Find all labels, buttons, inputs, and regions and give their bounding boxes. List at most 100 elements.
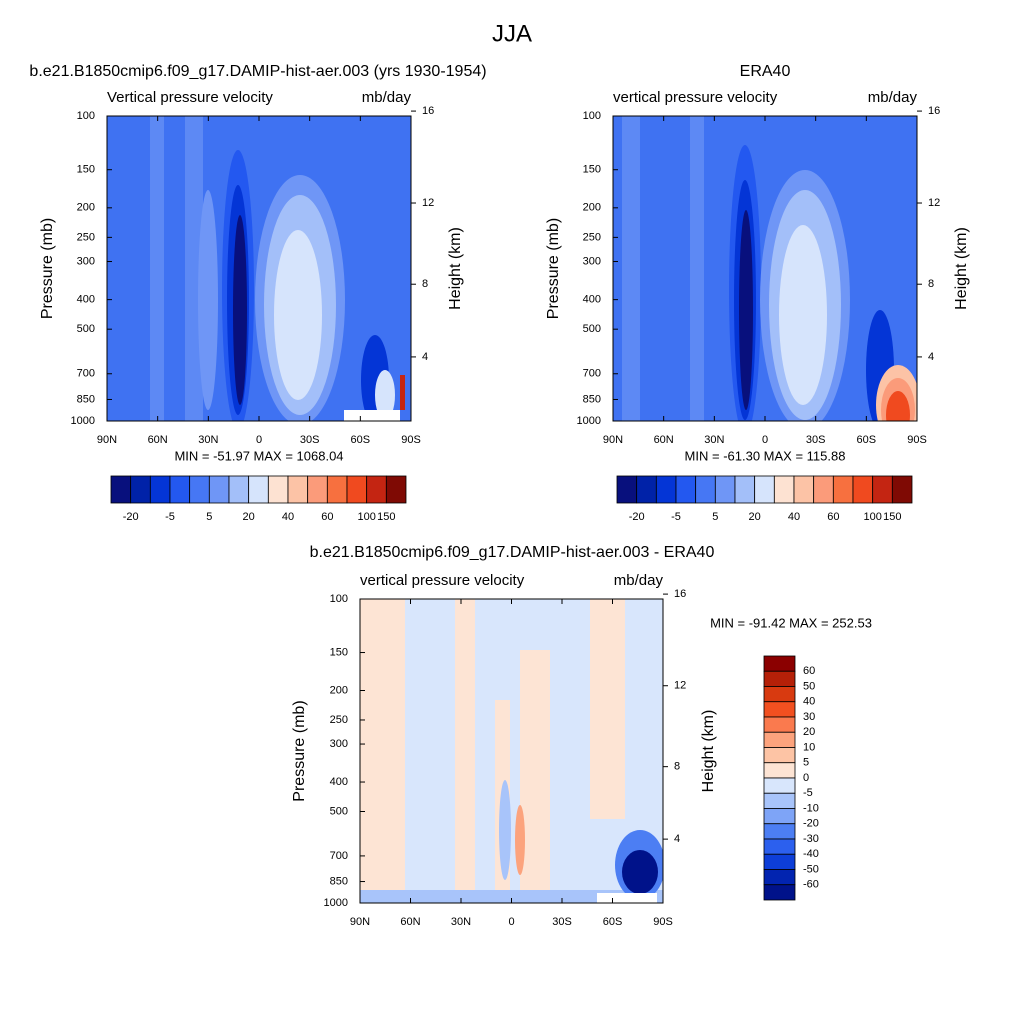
y-axis-label: Pressure (mb) bbox=[545, 218, 562, 319]
x-tick-label: 60N bbox=[654, 434, 674, 446]
x-tick-label: 60S bbox=[857, 434, 877, 446]
colorbar-box bbox=[675, 475, 697, 504]
x-tick-label: 90S bbox=[653, 916, 673, 928]
colorbar-box bbox=[773, 475, 795, 504]
colorbar-label: 20 bbox=[803, 726, 815, 738]
y2-tick-label: 4 bbox=[422, 351, 428, 363]
x-tick-label: 30N bbox=[451, 916, 471, 928]
y2-tick-label: 12 bbox=[928, 197, 940, 209]
y-tick-label: 700 bbox=[330, 850, 348, 862]
min-max-annotation: MIN = -91.42 MAX = 252.53 bbox=[710, 615, 872, 630]
y2-axis-label: Height (km) bbox=[953, 227, 970, 310]
colorbar-box bbox=[248, 475, 269, 504]
x-tick-label: 60S bbox=[351, 434, 371, 446]
y-tick-label: 100 bbox=[77, 110, 95, 122]
colorbar-box bbox=[763, 731, 796, 748]
y2-tick-label: 4 bbox=[928, 351, 934, 363]
y-tick-label: 200 bbox=[330, 684, 348, 696]
x-tick-label: 30S bbox=[806, 434, 826, 446]
colorbar-label: 10 bbox=[803, 741, 815, 753]
colorbar-box bbox=[763, 686, 796, 703]
y2-tick-label: 8 bbox=[674, 761, 680, 773]
colorbar-label: 50 bbox=[803, 680, 815, 692]
colorbar-label: 60 bbox=[827, 511, 839, 523]
colorbar-label: -10 bbox=[803, 802, 819, 814]
colorbar-box bbox=[130, 475, 151, 504]
y-axis-label: Pressure (mb) bbox=[291, 700, 308, 801]
colorbar-box bbox=[763, 777, 796, 794]
y-tick-label: 1000 bbox=[324, 897, 348, 909]
colorbar-label: -50 bbox=[803, 863, 819, 875]
colorbar-label: -20 bbox=[803, 818, 819, 830]
colorbar-box bbox=[763, 823, 796, 840]
colorbar-label: -60 bbox=[803, 879, 819, 891]
colorbar-box bbox=[326, 475, 348, 504]
y-tick-label: 100 bbox=[330, 593, 348, 605]
colorbar-label: -30 bbox=[803, 833, 819, 845]
x-tick-label: 30S bbox=[552, 916, 572, 928]
colorbar-label: 40 bbox=[803, 696, 815, 708]
min-max-annotation: MIN = -61.30 MAX = 115.88 bbox=[685, 448, 846, 463]
y-tick-label: 500 bbox=[77, 323, 95, 335]
colorbar-box bbox=[763, 853, 796, 870]
y-tick-label: 300 bbox=[583, 255, 601, 267]
colorbar-box bbox=[763, 869, 796, 886]
y-tick-label: 250 bbox=[77, 231, 95, 243]
y2-axis-label: Height (km) bbox=[447, 227, 464, 310]
colorbar-box bbox=[793, 475, 815, 504]
min-max-annotation: MIN = -51.97 MAX = 1068.04 bbox=[174, 448, 343, 463]
y-tick-label: 250 bbox=[330, 714, 348, 726]
y2-tick-label: 12 bbox=[422, 197, 434, 209]
colorbar-label: 5 bbox=[712, 511, 718, 523]
colorbar-box bbox=[110, 475, 132, 504]
colorbar-box bbox=[267, 475, 289, 504]
left-label: Vertical pressure velocity bbox=[107, 89, 273, 106]
colorbar-box bbox=[763, 884, 796, 901]
colorbar-box bbox=[763, 808, 796, 825]
y2-tick-label: 8 bbox=[928, 278, 934, 290]
colorbar-box bbox=[763, 838, 796, 855]
colorbar-box bbox=[852, 475, 874, 504]
contour-fill bbox=[360, 599, 663, 903]
x-tick-label: 60N bbox=[400, 916, 420, 928]
y2-tick-label: 16 bbox=[674, 588, 686, 600]
colorbar-label: 150 bbox=[883, 511, 901, 523]
y-tick-label: 500 bbox=[583, 323, 601, 335]
colorbar-label: 30 bbox=[803, 711, 815, 723]
colorbar-box bbox=[366, 475, 387, 504]
x-tick-label: 90S bbox=[401, 434, 421, 446]
colorbar-box bbox=[754, 475, 775, 504]
y-tick-label: 250 bbox=[583, 231, 601, 243]
colorbar-box bbox=[346, 475, 368, 504]
x-tick-label: 0 bbox=[508, 916, 514, 928]
colorbar-label: -5 bbox=[671, 511, 681, 523]
y-axis-label: Pressure (mb) bbox=[39, 218, 56, 319]
y-tick-label: 100 bbox=[583, 110, 601, 122]
colorbar-box bbox=[763, 701, 796, 718]
colorbar-box bbox=[763, 762, 796, 779]
colorbar-label: -5 bbox=[165, 511, 175, 523]
colorbar-box bbox=[616, 475, 638, 504]
colorbar-box bbox=[763, 670, 796, 687]
x-tick-label: 0 bbox=[256, 434, 262, 446]
colorbar-box bbox=[832, 475, 854, 504]
colorbar-box bbox=[385, 475, 407, 504]
y-tick-label: 700 bbox=[77, 368, 95, 380]
y2-tick-label: 8 bbox=[422, 278, 428, 290]
colorbar-box bbox=[655, 475, 677, 504]
figure-title: JJA bbox=[492, 20, 532, 47]
colorbar-label: 60 bbox=[321, 511, 333, 523]
y-tick-label: 300 bbox=[330, 738, 348, 750]
y-tick-label: 850 bbox=[583, 393, 601, 405]
y-tick-label: 150 bbox=[330, 646, 348, 658]
colorbar-box bbox=[287, 475, 309, 504]
colorbar-label: 40 bbox=[282, 511, 294, 523]
x-tick-label: 90N bbox=[97, 434, 117, 446]
colorbar-box bbox=[208, 475, 230, 504]
y2-tick-label: 12 bbox=[674, 680, 686, 692]
colorbar-box bbox=[695, 475, 716, 504]
left-label: vertical pressure velocity bbox=[360, 572, 525, 589]
x-tick-label: 90S bbox=[907, 434, 927, 446]
colorbar-label: 20 bbox=[749, 511, 761, 523]
